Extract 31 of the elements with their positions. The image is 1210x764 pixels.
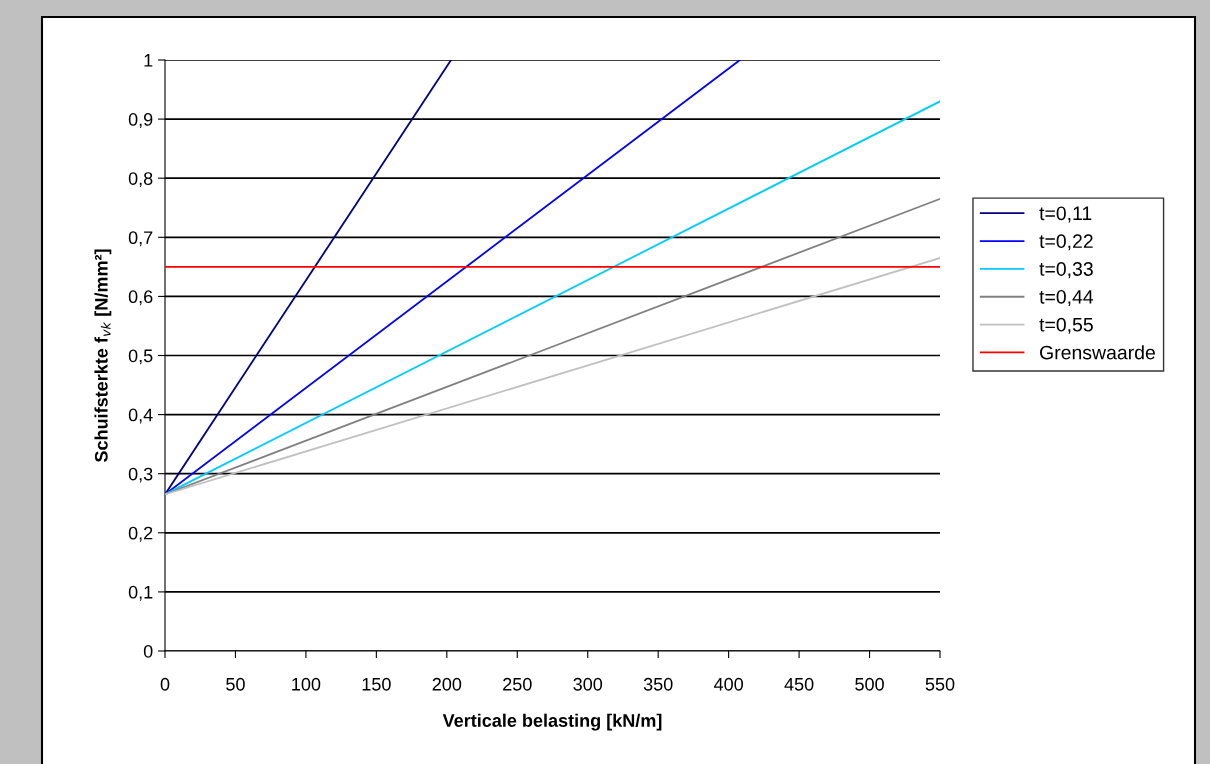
x-tick-label: 400 bbox=[713, 677, 743, 691]
y-tick-label: 0,5 bbox=[128, 349, 153, 365]
y-tick-label: 0,9 bbox=[128, 113, 153, 128]
x-tick-label: 100 bbox=[292, 677, 321, 691]
x-tick-label: 350 bbox=[643, 677, 673, 691]
x-tick-label: 150 bbox=[362, 677, 391, 691]
y-tick-label: 1 bbox=[144, 54, 153, 67]
y-axis-title: Schuifsterkte f$_{vk}$ [N/mm²] bbox=[94, 249, 112, 463]
y-tick-label: 0,7 bbox=[128, 231, 153, 247]
legend-label: t=0,22 bbox=[1039, 234, 1093, 251]
legend-label: t=0,11 bbox=[1039, 206, 1092, 223]
x-tick-label: 500 bbox=[855, 677, 884, 691]
x-tick-label: 50 bbox=[226, 677, 245, 691]
y-tick-label: 0,2 bbox=[128, 526, 153, 542]
y-tick-label: 0,8 bbox=[128, 172, 153, 188]
x-tick-label: 550 bbox=[925, 677, 955, 691]
y-tick-label: 0,6 bbox=[128, 290, 153, 306]
legend-label: Grenswaarde bbox=[1040, 345, 1155, 360]
legend-label: t=0,33 bbox=[1039, 262, 1093, 279]
x-tick-label: 200 bbox=[432, 677, 462, 691]
legend-label: t=0,55 bbox=[1039, 317, 1093, 334]
x-tick-label: 300 bbox=[573, 677, 603, 691]
legend-label: t=0,44 bbox=[1039, 289, 1094, 307]
x-tick-label: 450 bbox=[784, 677, 814, 691]
y-tick-label: 0,1 bbox=[128, 585, 153, 601]
y-tick-label: 0,4 bbox=[128, 408, 153, 424]
y-tick-label: 0,3 bbox=[128, 467, 153, 483]
x-tick-label: 250 bbox=[503, 677, 532, 691]
x-axis-title: Verticale belasting [kN/m] bbox=[442, 713, 662, 731]
y-tick-label: 0 bbox=[143, 644, 153, 658]
x-tick-label: 0 bbox=[160, 677, 170, 691]
